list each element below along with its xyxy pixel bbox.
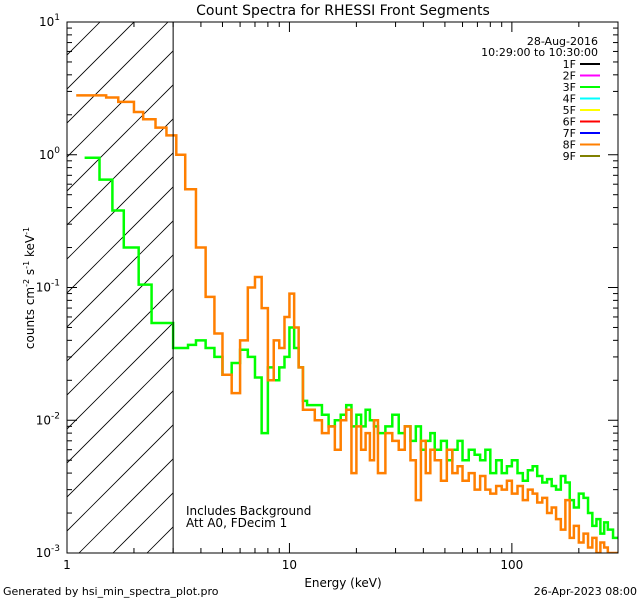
chart-title: Count Spectra for RHESSI Front Segments bbox=[196, 3, 490, 19]
legend-label: 8F bbox=[563, 139, 576, 152]
hatch-line bbox=[67, 322, 174, 430]
legend-date: 28-Aug-2016 bbox=[527, 35, 598, 48]
hatch-line bbox=[249, 0, 640, 553]
legend-label: 2F bbox=[563, 70, 576, 83]
y-label-exp: -1 bbox=[22, 227, 31, 235]
y-tick-label: 100 bbox=[39, 146, 60, 162]
x-tick-label: 10 bbox=[282, 558, 297, 572]
y-tick-label: 101 bbox=[39, 13, 60, 29]
legend-label: 3F bbox=[563, 81, 576, 94]
y-tick-label: 10-2 bbox=[36, 411, 60, 427]
legend-label: 4F bbox=[563, 93, 576, 106]
y-label-exp: -1 bbox=[22, 261, 31, 269]
series-3F bbox=[84, 156, 618, 540]
x-axis-label: Energy (keV) bbox=[304, 576, 381, 590]
hatch-line bbox=[67, 22, 169, 124]
legend-label: 6F bbox=[563, 116, 576, 129]
legend-label: 7F bbox=[563, 127, 576, 140]
series-layer bbox=[76, 94, 618, 553]
hatch-line bbox=[215, 0, 640, 553]
hatch-line bbox=[78, 458, 174, 553]
legend-time-range: 10:29:00 to 10:30:00 bbox=[481, 46, 598, 59]
hatch-line bbox=[67, 254, 174, 362]
hatch-line bbox=[67, 356, 174, 464]
hatch-line bbox=[67, 424, 174, 532]
y-axis-label: counts cm-2 s-1 keV-1 bbox=[22, 227, 37, 349]
x-tick-label: 100 bbox=[500, 558, 523, 572]
x-tick-label: 1 bbox=[63, 558, 71, 572]
legend-label: 1F bbox=[563, 58, 576, 71]
y-label-part: counts cm bbox=[23, 287, 37, 349]
hatch-line bbox=[67, 22, 135, 90]
legend-label: 5F bbox=[563, 104, 576, 117]
axes: 1 10 100 10-3 10-2 10-1 100 101 bbox=[36, 13, 619, 572]
hatch-line bbox=[67, 220, 174, 328]
hatch-line bbox=[67, 288, 174, 396]
y-tick-label: 10-3 bbox=[36, 544, 60, 560]
hatch-line bbox=[67, 152, 174, 260]
y-label-exp: -2 bbox=[22, 279, 31, 287]
y-label-part: keV bbox=[23, 234, 37, 261]
plot-frame bbox=[66, 21, 619, 554]
hatch-line bbox=[0, 0, 95, 553]
footer-generated-by: Generated by hsi_min_spectra_plot.pro bbox=[3, 585, 219, 598]
legend-label: 9F bbox=[563, 150, 576, 163]
hatch-line bbox=[112, 492, 174, 553]
hatch-line bbox=[67, 84, 174, 192]
hatched-region bbox=[0, 0, 640, 553]
series-8F bbox=[76, 94, 618, 553]
hatch-line bbox=[67, 186, 174, 294]
hatch-line bbox=[67, 50, 174, 158]
y-label-part: s bbox=[23, 269, 37, 279]
footer-timestamp: 26-Apr-2023 08:00 bbox=[534, 585, 637, 598]
y-tick-label: 10-1 bbox=[36, 279, 60, 295]
annotation-background: Includes Background bbox=[186, 504, 311, 518]
hatch-line bbox=[67, 22, 101, 56]
hatch-line bbox=[67, 390, 174, 498]
annotation-attenuator: Att A0, FDecim 1 bbox=[186, 516, 287, 530]
